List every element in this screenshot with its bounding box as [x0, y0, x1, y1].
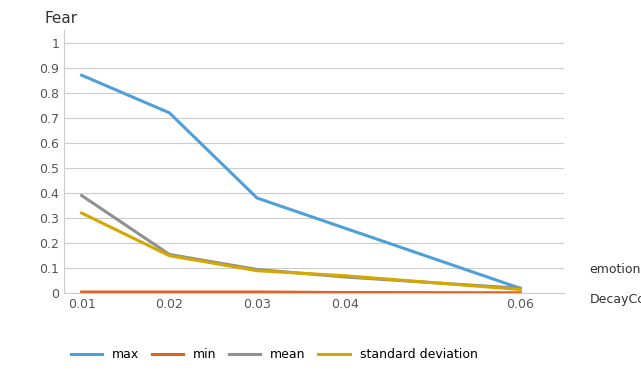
- mean: [253, 267, 261, 272]
- mean: [341, 275, 349, 279]
- standard deviation: [165, 253, 173, 258]
- Line: max: max: [81, 75, 520, 288]
- standard deviation: [517, 287, 524, 292]
- Text: Fear: Fear: [45, 11, 78, 26]
- max: [253, 196, 261, 200]
- standard deviation: [341, 273, 349, 278]
- min: [165, 290, 173, 294]
- max: [78, 73, 85, 77]
- Line: min: min: [81, 292, 520, 293]
- standard deviation: [78, 211, 85, 215]
- mean: [165, 252, 173, 257]
- Text: DecayCoeff: DecayCoeff: [590, 293, 641, 306]
- min: [341, 290, 349, 295]
- min: [253, 290, 261, 294]
- Legend: max, min, mean, standard deviation: max, min, mean, standard deviation: [66, 343, 483, 366]
- max: [517, 286, 524, 291]
- mean: [78, 193, 85, 198]
- Line: standard deviation: standard deviation: [81, 213, 520, 290]
- max: [165, 111, 173, 115]
- max: [341, 226, 349, 230]
- min: [78, 290, 85, 294]
- standard deviation: [253, 268, 261, 273]
- mean: [517, 286, 524, 291]
- Text: emotion: emotion: [590, 263, 641, 276]
- Line: mean: mean: [81, 196, 520, 288]
- min: [517, 291, 524, 295]
